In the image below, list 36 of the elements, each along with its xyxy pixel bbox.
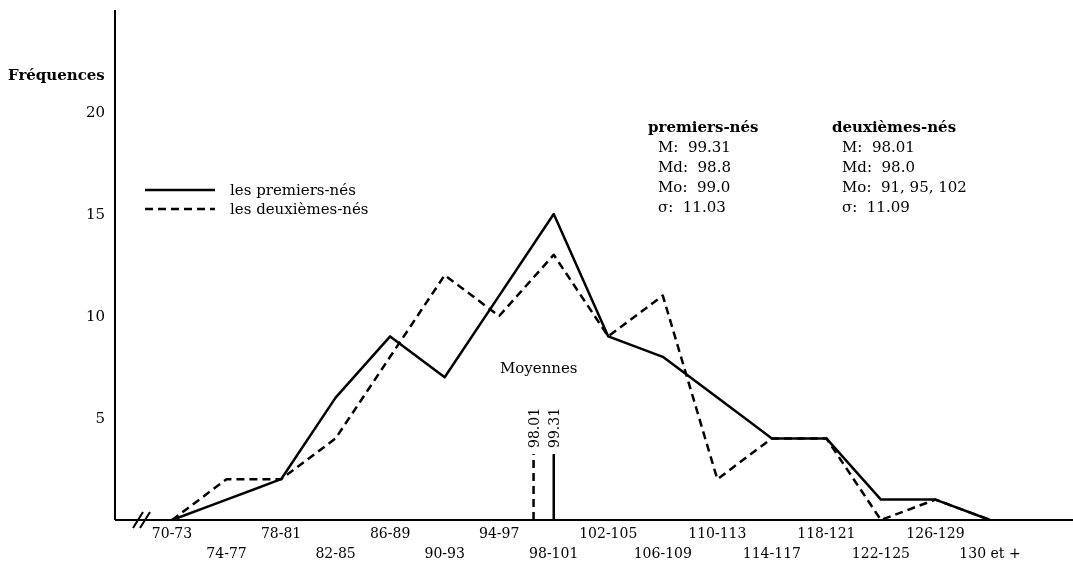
annotation: Mo: 99.0: [658, 178, 731, 196]
y-tick-label: 20: [85, 103, 105, 121]
x-tick-label: 86-89: [369, 525, 411, 541]
y-tick-label: 5: [95, 409, 105, 427]
x-tick-label: 114-117: [742, 545, 801, 561]
annotation: σ: 11.09: [842, 198, 910, 216]
annotation: M: 99.31: [658, 138, 731, 156]
x-tick-label: 70-73: [151, 525, 193, 541]
x-tick-label: 122-125: [851, 545, 911, 561]
x-tick-label: 82-85: [315, 545, 356, 561]
annotation: Md: 98.8: [658, 158, 731, 176]
x-tick-label: 98-101: [529, 545, 579, 561]
x-tick-label: 110-113: [688, 525, 747, 541]
annotation: premiers-nés: [648, 118, 759, 136]
x-tick-label: 118-121: [797, 525, 856, 541]
annotation: σ: 11.03: [658, 198, 726, 216]
x-tick-label: 74-77: [206, 545, 247, 561]
x-tick-label: 90-93: [424, 545, 465, 561]
x-tick-label: 94-97: [479, 525, 520, 541]
x-tick-label: 78-81: [260, 525, 302, 541]
legend-label: les premiers-nés: [230, 181, 356, 199]
y-tick-label: 15: [85, 205, 105, 223]
annotation: Mo: 91, 95, 102: [842, 178, 967, 196]
x-tick-label: 130 et +: [959, 545, 1021, 561]
legend-label: les deuxièmes-nés: [230, 200, 369, 218]
y-tick-label: 10: [85, 307, 105, 325]
annotation: Md: 98.0: [842, 158, 915, 176]
annotation: Moyennes: [499, 359, 578, 378]
annotation: M: 98.01: [842, 138, 915, 156]
x-tick-label: 126-129: [906, 525, 965, 541]
annotation: 99.31: [545, 407, 562, 448]
annotation: deuxièmes-nés: [832, 118, 957, 136]
y-axis-title: Fréquences: [8, 66, 105, 84]
x-tick-label: 106-109: [633, 545, 692, 561]
x-tick-label: 102-105: [579, 525, 638, 541]
annotation: 98.01: [525, 407, 542, 448]
